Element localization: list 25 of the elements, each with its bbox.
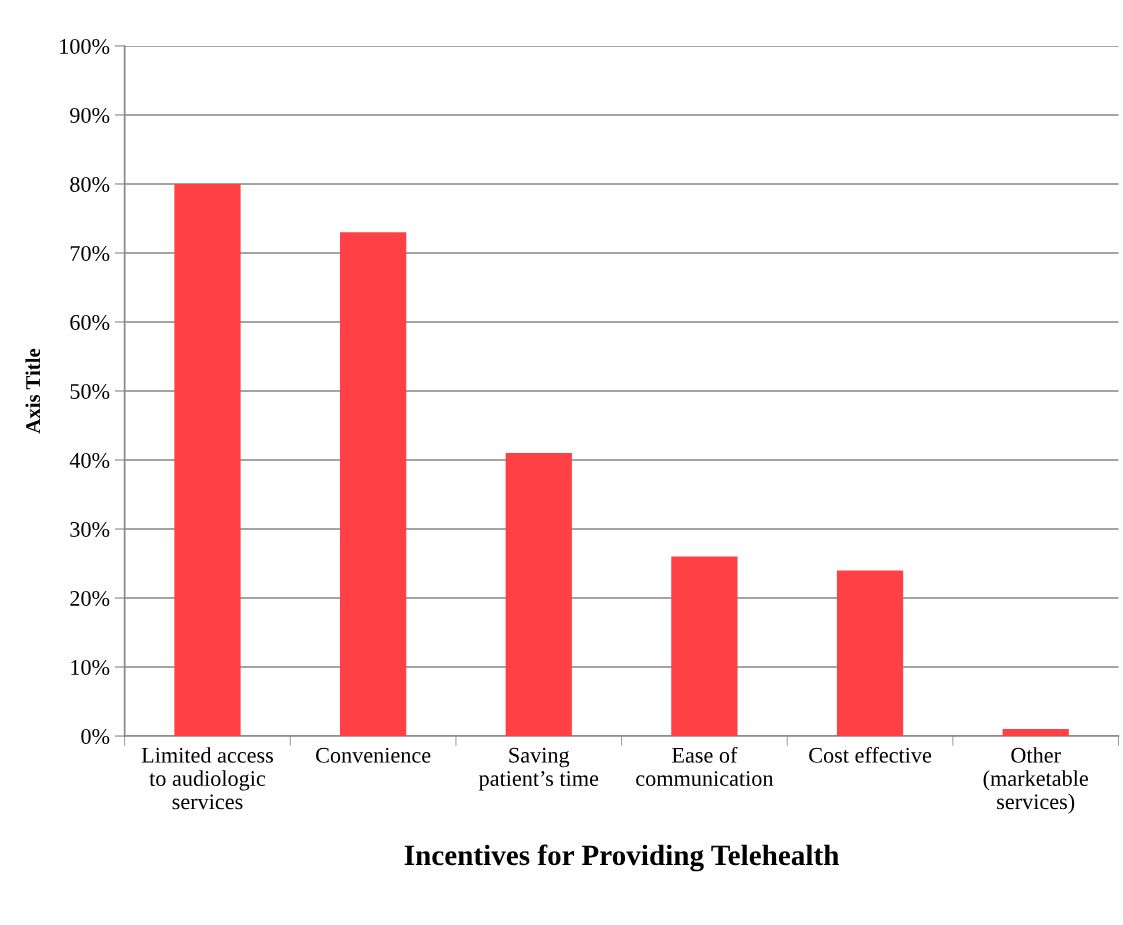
y-tick-label: 20% (70, 590, 110, 607)
bar (339, 232, 407, 737)
bar (505, 453, 572, 737)
y-tick-label: 40% (69, 452, 110, 468)
bar (671, 556, 738, 737)
x-tick-label: Other (marketable services) (983, 747, 1088, 814)
x-axis-title: Incentives for Providing Telehealth (404, 844, 839, 872)
y-tick-label: 70% (70, 245, 110, 261)
y-tick-label: 90% (70, 107, 110, 123)
y-tick-label: 60% (70, 314, 110, 330)
x-tick-label: Cost effective (809, 746, 932, 763)
bar (836, 570, 904, 737)
bar (174, 183, 241, 737)
x-tick-label: Saving patient’s time (478, 747, 599, 791)
y-tick-label: 100% (60, 38, 110, 54)
y-tick-label: 0% (81, 728, 110, 745)
x-tick-label: Limited access to audiologic services (141, 747, 273, 810)
y-tick-label: 30% (70, 521, 110, 538)
y-axis-title: Axis Title (25, 348, 41, 434)
y-tick-label: 10% (71, 659, 110, 676)
y-tick-label: 50% (70, 383, 110, 399)
x-tick-label: Convenience (316, 747, 431, 763)
bar (1002, 729, 1069, 737)
y-tick-label: 80% (70, 176, 110, 192)
x-tick-label: Ease of communication (636, 746, 774, 787)
